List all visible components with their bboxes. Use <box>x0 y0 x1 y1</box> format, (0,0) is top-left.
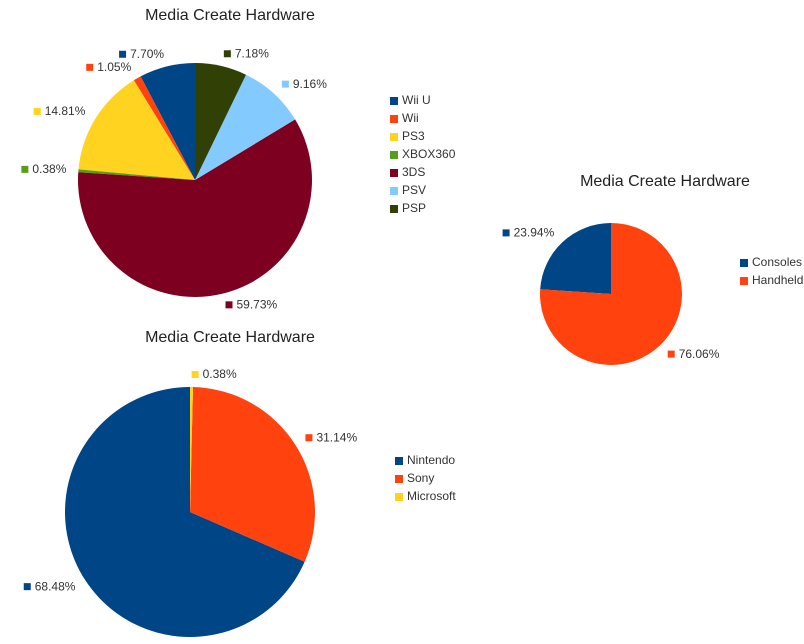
legend-key <box>395 475 403 483</box>
legend-key <box>395 457 403 465</box>
chart-title: Media Create Hardware <box>580 173 750 190</box>
label-key <box>305 434 313 442</box>
label-key <box>119 50 127 58</box>
legend-label: Nintendo <box>407 453 455 467</box>
legend-label: XBOX360 <box>402 147 456 161</box>
pie-slice <box>190 387 193 512</box>
legend-key <box>390 97 398 105</box>
legend-key <box>740 277 748 285</box>
label-key <box>21 165 29 173</box>
data-label: 1.05% <box>97 60 131 74</box>
data-label: 23.94% <box>514 226 555 240</box>
legend-label: Microsoft <box>407 489 456 503</box>
pie-slice <box>540 223 682 365</box>
pie-slice <box>133 76 195 180</box>
legend-label: Sony <box>407 471 434 485</box>
pie-slice <box>195 63 247 180</box>
pie-chart: Media Create Hardware 23.94% 76.06% Console… <box>502 173 803 365</box>
pie-slice <box>78 119 312 298</box>
data-label: 0.38% <box>32 162 66 176</box>
label-key <box>281 80 289 88</box>
pie-slice <box>140 63 195 180</box>
label-key <box>667 350 675 358</box>
legend-key <box>390 187 398 195</box>
legend-key <box>390 115 398 123</box>
legend-label: 3DS <box>402 165 425 179</box>
label-key <box>225 301 233 309</box>
pie-chart: Media Create Hardware 68.48% 31.14% 0.38% Ni… <box>23 329 456 637</box>
data-label: 14.81% <box>45 104 86 118</box>
legend-label: PSV <box>402 183 426 197</box>
legend-key <box>740 259 748 267</box>
label-key <box>23 583 31 591</box>
data-label: 7.18% <box>235 46 269 60</box>
data-label: 0.38% <box>203 367 237 381</box>
legend-key <box>390 205 398 213</box>
pie-slice <box>64 387 305 637</box>
pie-slice <box>78 80 195 180</box>
label-key <box>223 50 231 58</box>
data-label: 59.73% <box>237 298 278 312</box>
legend-key <box>390 151 398 159</box>
chart-title: Media Create Hardware <box>145 329 315 346</box>
data-label: 9.16% <box>293 77 327 91</box>
legend-key <box>395 493 403 501</box>
data-label: 7.70% <box>130 47 164 61</box>
label-key <box>33 107 41 115</box>
pie-slice <box>78 169 195 180</box>
label-key <box>502 229 510 237</box>
label-key <box>86 63 94 71</box>
data-label: 68.48% <box>35 579 76 593</box>
data-label: 31.14% <box>316 430 357 444</box>
legend-label: Consoles <box>752 255 802 269</box>
label-key <box>191 371 199 379</box>
legend-label: Wii <box>402 111 419 125</box>
legend-label: PS3 <box>402 129 425 143</box>
pie-chart: Media Create Hardware 7.70%1.05% 14.81% 0.3… <box>21 7 456 312</box>
pie-slice <box>190 387 315 562</box>
pie-slice <box>195 74 296 180</box>
legend-label: Handheld <box>752 273 803 287</box>
pie-slice <box>540 223 611 294</box>
legend-key <box>390 133 398 141</box>
legend-label: Wii U <box>402 93 431 107</box>
legend-label: PSP <box>402 201 426 215</box>
data-label: 76.06% <box>679 347 720 361</box>
legend-key <box>390 169 398 177</box>
chart-title: Media Create Hardware <box>145 7 315 24</box>
